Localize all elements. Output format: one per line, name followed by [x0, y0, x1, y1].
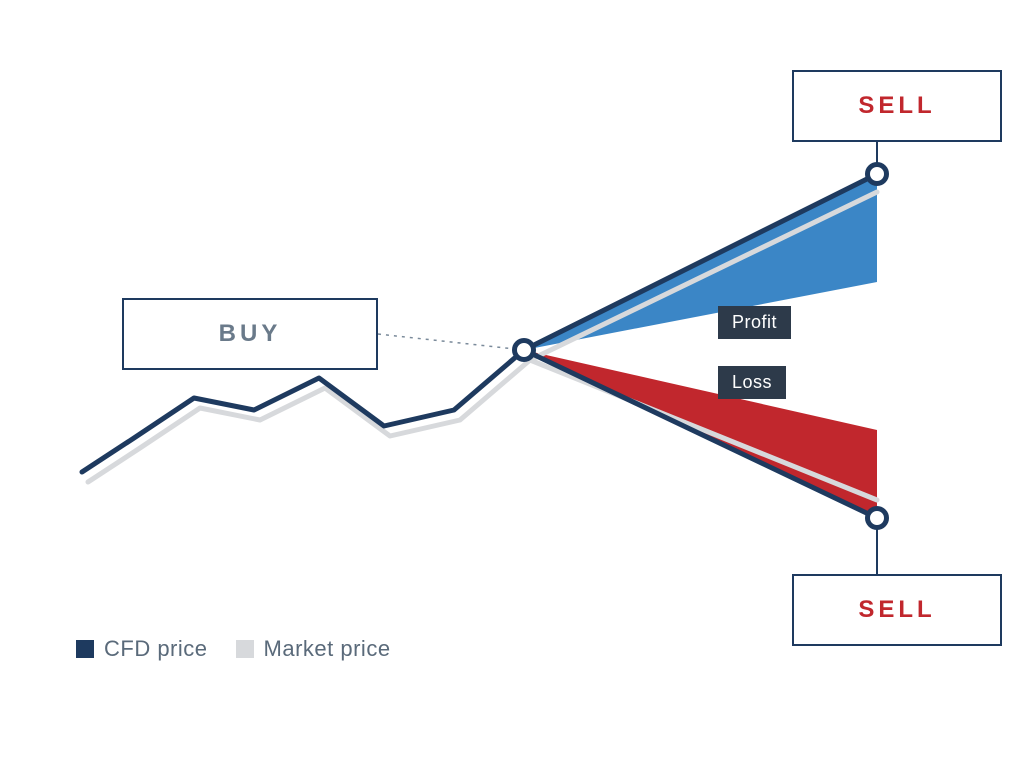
profit-badge: Profit — [718, 306, 791, 339]
sell-top-label: SELL — [858, 92, 935, 120]
legend-swatch-cfd — [76, 640, 94, 658]
legend-item-cfd: CFD price — [76, 636, 208, 662]
marker-up — [868, 165, 887, 184]
legend: CFD price Market price — [76, 636, 391, 662]
chart-stage: BUY SELL SELL Profit Loss CFD price Mark… — [0, 0, 1024, 768]
buy-label: BUY — [219, 320, 282, 348]
sell-top-box: SELL — [792, 70, 1002, 142]
buy-connector — [378, 334, 524, 350]
loss-badge: Loss — [718, 366, 786, 399]
sell-bottom-label: SELL — [858, 596, 935, 624]
marker-down — [868, 509, 887, 528]
legend-item-market: Market price — [236, 636, 391, 662]
legend-swatch-market — [236, 640, 254, 658]
loss-label: Loss — [732, 372, 772, 392]
market-line-pre — [88, 360, 530, 482]
marker-split — [515, 341, 534, 360]
buy-box: BUY — [122, 298, 378, 370]
profit-label: Profit — [732, 312, 777, 332]
sell-bottom-box: SELL — [792, 574, 1002, 646]
legend-label-market: Market price — [264, 636, 391, 662]
legend-label-cfd: CFD price — [104, 636, 208, 662]
